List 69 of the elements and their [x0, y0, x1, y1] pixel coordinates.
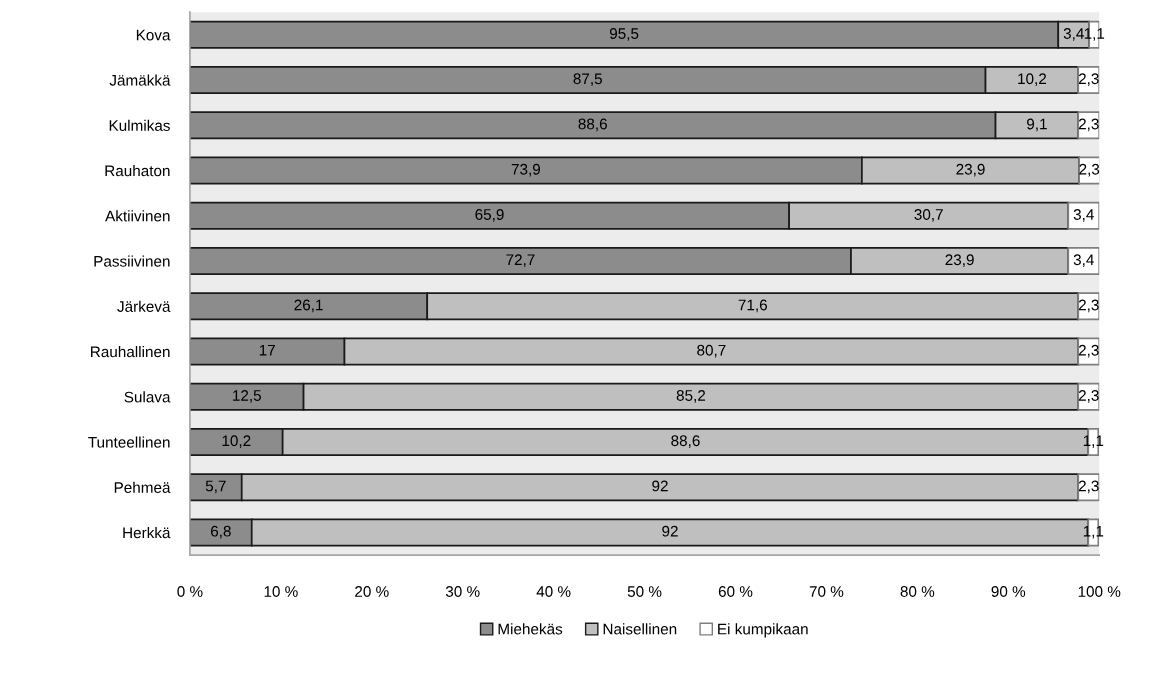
data-label: 10,2: [1018, 73, 1047, 86]
y-tick-label: Kova: [136, 29, 171, 41]
bar: [1077, 111, 1100, 140]
legend-label: Naisellinen: [603, 623, 677, 635]
y-tick-label: Kulmikas: [109, 119, 170, 131]
data-label: 30,7: [914, 209, 943, 222]
x-tick-label: 70 %: [809, 586, 844, 597]
bar: [1077, 292, 1100, 321]
bar: [1078, 156, 1100, 185]
y-tick-label: Pehmeä: [114, 481, 171, 493]
data-label: 92: [652, 480, 668, 492]
x-tick-label: 80 %: [900, 586, 935, 597]
data-label: 85,2: [676, 390, 706, 403]
y-tick-label: Herkkä: [123, 526, 171, 539]
data-label: 9,1: [1027, 118, 1047, 132]
data-label: 88,6: [578, 118, 607, 132]
data-label: 3,4: [1073, 209, 1094, 222]
y-tick-label: Passiivinen: [94, 255, 170, 267]
data-label: 2,3: [1079, 163, 1100, 177]
data-label: 92: [662, 525, 678, 537]
data-label: 12,5: [233, 390, 261, 403]
data-label: 26,1: [294, 299, 323, 313]
y-tick-label: Tunteellinen: [88, 436, 170, 448]
data-label: 1,1: [1083, 525, 1104, 539]
bar: [1077, 66, 1100, 95]
data-label: 6,8: [210, 525, 231, 539]
data-label: 3,4: [1063, 28, 1084, 41]
data-label: 73,9: [511, 163, 541, 177]
data-label: 87,5: [573, 73, 602, 86]
x-tick-label: 10 %: [264, 586, 298, 597]
y-tick-label: Rauhallinen: [91, 346, 170, 358]
legend-label: Ei kumpikaan: [718, 623, 808, 638]
x-tick-label: 20 %: [355, 586, 389, 597]
data-label: 5,7: [205, 480, 226, 494]
x-tick-label: 90 %: [991, 586, 1026, 597]
x-tick-label: 30 %: [445, 586, 480, 597]
data-label: 2,3: [1078, 299, 1099, 313]
bar: [1077, 382, 1100, 411]
bar: [1077, 473, 1100, 502]
x-tick-label: 100 %: [1078, 586, 1121, 597]
data-label: 95,5: [609, 28, 639, 41]
data-label: 80,7: [697, 344, 726, 358]
legend-label: Miehekäs: [498, 623, 563, 635]
y-tick-label: Aktiivinen: [105, 210, 170, 222]
y-tick-label: Rauhaton: [105, 165, 170, 177]
x-tick-label: 50 %: [627, 586, 662, 597]
bar: [1067, 201, 1100, 230]
y-tick-label: Sulava: [124, 391, 171, 403]
y-tick-label: Järkevä: [117, 300, 171, 312]
data-label: 65,9: [475, 209, 504, 222]
data-label: 3,4: [1073, 254, 1094, 267]
y-tick-label: Jämäkkä: [109, 74, 171, 86]
data-label: 71,6: [738, 299, 767, 313]
data-label: 2,3: [1078, 73, 1099, 86]
data-label: 17: [259, 344, 275, 356]
data-label: 2,3: [1078, 480, 1099, 494]
data-label: 23,9: [945, 254, 974, 267]
x-tick-label: 60 %: [718, 586, 753, 597]
data-label: 1,1: [1083, 435, 1104, 448]
bar: [1067, 247, 1100, 275]
data-label: 2,3: [1078, 344, 1099, 358]
x-tick-label: 0 %: [177, 586, 203, 597]
data-label: 23,9: [956, 163, 985, 177]
data-label: 72,7: [506, 254, 535, 267]
data-label: 2,3: [1078, 118, 1099, 132]
data-label: 88,6: [671, 435, 700, 448]
x-tick-label: 40 %: [536, 586, 571, 597]
data-label: 10,2: [222, 435, 251, 448]
data-label: 2,3: [1078, 390, 1099, 403]
